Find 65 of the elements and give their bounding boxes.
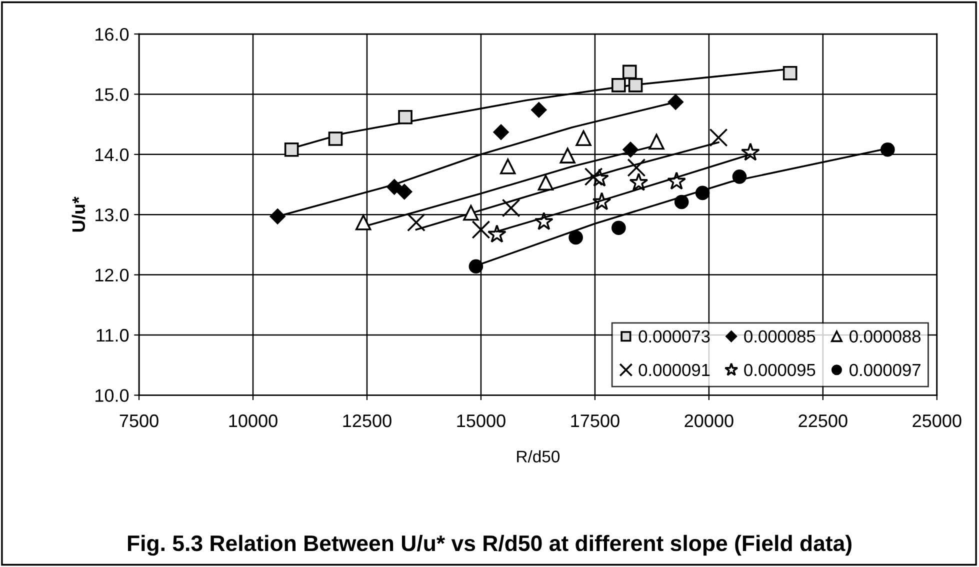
point — [674, 194, 689, 210]
point — [592, 192, 612, 210]
x-tick-label: 22500 — [798, 414, 848, 428]
point — [612, 220, 626, 236]
point — [406, 213, 426, 232]
point — [531, 102, 547, 118]
point — [622, 64, 637, 80]
x-tick-label: 20000 — [684, 414, 734, 428]
point — [576, 130, 592, 146]
y-tick-label: 10.0 — [96, 389, 129, 402]
point — [880, 142, 895, 157]
legend-label: 0.000097 — [850, 364, 920, 376]
point — [396, 184, 412, 200]
point — [740, 142, 760, 161]
point — [487, 224, 506, 243]
y-axis-title: U/u* — [72, 196, 86, 232]
point — [270, 208, 286, 224]
point — [629, 172, 648, 191]
point — [493, 124, 509, 140]
x-tick-label: 7500 — [120, 414, 158, 428]
y-tick-label: 12.0 — [96, 268, 129, 282]
point — [328, 132, 343, 146]
point — [667, 172, 686, 190]
point — [468, 259, 484, 274]
y-tick-label: 15.0 — [96, 88, 129, 101]
point — [560, 148, 576, 164]
x-axis-title: R/d50 — [517, 450, 560, 462]
legend-label: 0.000091 — [638, 364, 710, 376]
legend-label: 0.000095 — [744, 364, 816, 376]
point — [732, 170, 747, 184]
point — [500, 158, 516, 174]
point — [695, 186, 710, 200]
point — [355, 214, 372, 230]
point — [398, 110, 412, 124]
y-tick-label: 14.0 — [96, 148, 129, 162]
point — [627, 158, 646, 177]
point — [284, 142, 299, 157]
x-tick-label: 25000 — [912, 414, 962, 428]
y-tick-label: 13.0 — [96, 208, 129, 222]
y-tick-label: 16.0 — [96, 28, 129, 41]
point — [584, 167, 603, 186]
point — [538, 174, 554, 191]
legend-label: 0.000085 — [744, 330, 816, 343]
legend-label: 0.000088 — [850, 330, 921, 343]
y-tick-label: 11.0 — [96, 328, 129, 342]
point — [534, 212, 554, 230]
point — [628, 78, 643, 92]
point — [648, 134, 664, 150]
point — [612, 78, 626, 92]
point — [472, 220, 490, 239]
point — [502, 198, 520, 218]
x-tick-label: 10000 — [229, 414, 278, 428]
x-tick-label: 17500 — [571, 414, 620, 428]
text: Fig. 5.3 Relation Between U/u* vs R/d50 at different slope (Field data) — [128, 534, 852, 556]
point — [782, 66, 798, 80]
legend-label: 0.000073 — [638, 330, 710, 343]
x-tick-label: 15000 — [457, 414, 506, 428]
point — [590, 168, 609, 187]
x-tick-label: 12500 — [343, 414, 392, 428]
point — [568, 230, 583, 245]
point — [709, 128, 728, 147]
point — [463, 204, 479, 221]
point — [622, 142, 638, 158]
point — [668, 94, 684, 110]
point — [386, 179, 402, 195]
